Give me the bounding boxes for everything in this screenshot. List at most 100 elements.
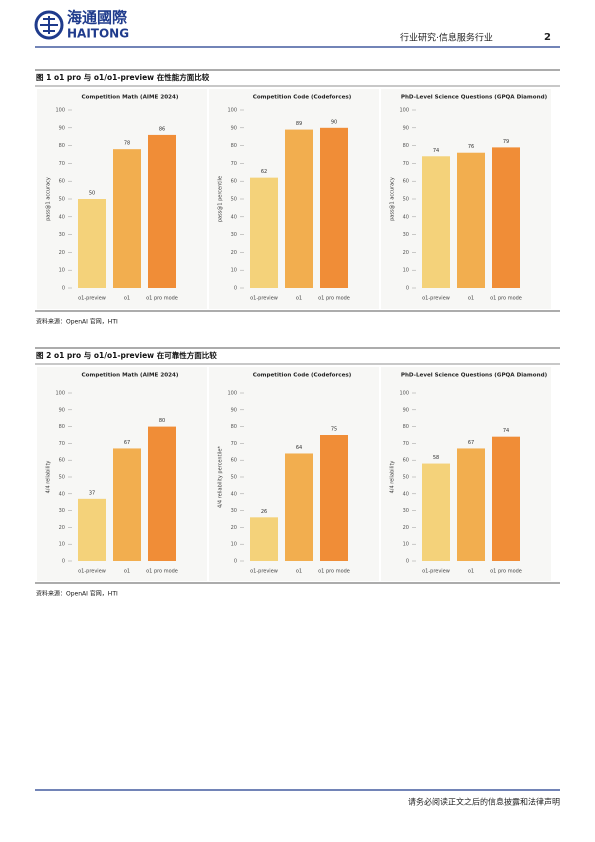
y-tick-label: 80 xyxy=(231,424,237,430)
y-tick-label: 60 xyxy=(231,179,237,185)
y-axis-label: pass@1 percentile xyxy=(218,176,224,222)
y-tick-label: 30 xyxy=(59,508,65,514)
value-label: 64 xyxy=(296,445,302,451)
y-tick-label: 10 xyxy=(403,268,409,274)
bar xyxy=(148,134,176,288)
footer: 请务必阅读正文之后的信息披露和法律声明 xyxy=(408,797,560,807)
page-number: 2 xyxy=(544,32,551,43)
value-label: 78 xyxy=(124,141,130,147)
y-tick-label: 10 xyxy=(231,268,237,274)
y-tick-label: 100 xyxy=(227,108,237,114)
y-tick-label: 60 xyxy=(403,458,409,464)
y-tick-label: 90 xyxy=(231,125,237,131)
y-tick-label: 20 xyxy=(231,250,237,256)
y-tick-label: 70 xyxy=(231,441,237,447)
y-tick-label: 60 xyxy=(231,458,237,464)
value-label: 50 xyxy=(89,191,95,197)
y-tick-label: 70 xyxy=(403,441,409,447)
x-tick-label: o1 xyxy=(468,569,474,575)
figure-title: 图 1 o1 pro 与 o1/o1-preview 在性能方面比较 xyxy=(36,72,210,82)
y-tick-label: 40 xyxy=(403,491,409,497)
y-tick-label: 10 xyxy=(59,542,65,548)
y-tick-label: 80 xyxy=(59,424,65,430)
value-label: 58 xyxy=(433,455,439,461)
y-tick-label: 50 xyxy=(403,197,409,203)
x-tick-label: o1-preview xyxy=(422,296,450,302)
y-tick-label: 90 xyxy=(403,407,409,413)
y-tick-label: 80 xyxy=(59,143,65,149)
bar xyxy=(422,156,450,288)
bar xyxy=(113,448,141,561)
y-tick-label: 100 xyxy=(227,391,237,397)
y-tick-label: 10 xyxy=(59,268,65,274)
bar xyxy=(250,177,278,288)
bar xyxy=(78,199,106,288)
chart-title: PhD-Level Science Questions (GPQA Diamon… xyxy=(401,373,548,379)
y-tick-label: 0 xyxy=(406,286,409,292)
figure-source: 资料来源：OpenAI 官网，HTI xyxy=(36,590,118,598)
y-tick-label: 60 xyxy=(403,179,409,185)
y-axis-label: 4/4 reliability xyxy=(390,461,396,494)
chart-title: Competition Code (Codeforces) xyxy=(253,95,352,101)
y-tick-label: 30 xyxy=(403,232,409,238)
logo-cn: 海通國際 xyxy=(67,9,128,27)
y-tick-label: 0 xyxy=(234,559,237,565)
y-tick-label: 40 xyxy=(59,491,65,497)
y-axis-label: 4/4 reliability percentile* xyxy=(218,446,224,508)
y-tick-label: 20 xyxy=(231,525,237,531)
figure-title: 图 2 o1 pro 与 o1/o1-preview 在可靠性方面比较 xyxy=(36,350,217,360)
value-label: 74 xyxy=(433,148,439,154)
y-tick-label: 70 xyxy=(231,161,237,167)
y-tick-label: 70 xyxy=(403,161,409,167)
value-label: 79 xyxy=(503,139,509,145)
y-axis-label: pass@1 accuracy xyxy=(46,177,52,221)
logo-mark xyxy=(40,16,58,34)
y-tick-label: 50 xyxy=(231,475,237,481)
y-tick-label: 20 xyxy=(403,250,409,256)
y-tick-label: 30 xyxy=(231,508,237,514)
y-tick-label: 40 xyxy=(231,491,237,497)
y-tick-label: 60 xyxy=(59,458,65,464)
x-tick-label: o1 pro mode xyxy=(146,296,178,302)
section: 行业研究·信息服务行业 xyxy=(400,32,493,44)
y-tick-label: 60 xyxy=(59,179,65,185)
y-tick-label: 20 xyxy=(403,525,409,531)
chart-title: Competition Math (AIME 2024) xyxy=(82,95,179,101)
x-tick-label: o1 pro mode xyxy=(490,296,522,302)
y-tick-label: 90 xyxy=(231,407,237,413)
x-tick-label: o1-preview xyxy=(78,296,106,302)
y-tick-label: 0 xyxy=(62,286,65,292)
bar xyxy=(457,152,485,288)
x-tick-label: o1 pro mode xyxy=(318,569,350,575)
value-label: 62 xyxy=(261,169,267,175)
bar xyxy=(113,149,141,288)
y-tick-label: 100 xyxy=(55,108,65,114)
logo-ring xyxy=(34,10,64,40)
x-tick-label: o1-preview xyxy=(250,569,278,575)
value-label: 90 xyxy=(331,119,337,125)
value-label: 67 xyxy=(124,440,130,446)
y-tick-label: 40 xyxy=(403,214,409,220)
y-tick-label: 30 xyxy=(59,232,65,238)
y-tick-label: 80 xyxy=(403,143,409,149)
chart-title: PhD-Level Science Questions (GPQA Diamon… xyxy=(401,95,548,101)
value-label: 75 xyxy=(331,427,337,433)
value-label: 74 xyxy=(503,428,509,434)
y-tick-label: 10 xyxy=(231,542,237,548)
y-tick-label: 80 xyxy=(403,424,409,430)
y-tick-label: 100 xyxy=(399,391,409,397)
y-tick-label: 30 xyxy=(231,232,237,238)
y-axis-label: 4/4 reliability xyxy=(46,461,52,494)
value-label: 37 xyxy=(89,490,95,496)
bar xyxy=(492,147,520,288)
y-tick-label: 50 xyxy=(59,475,65,481)
y-tick-label: 0 xyxy=(62,559,65,565)
x-tick-label: o1 xyxy=(296,569,302,575)
x-tick-label: o1-preview xyxy=(422,569,450,575)
x-tick-label: o1 xyxy=(296,296,302,302)
bar xyxy=(285,129,313,288)
chart-title: Competition Math (AIME 2024) xyxy=(82,373,179,379)
bar xyxy=(422,463,450,561)
y-tick-label: 80 xyxy=(231,143,237,149)
y-tick-label: 90 xyxy=(59,125,65,131)
